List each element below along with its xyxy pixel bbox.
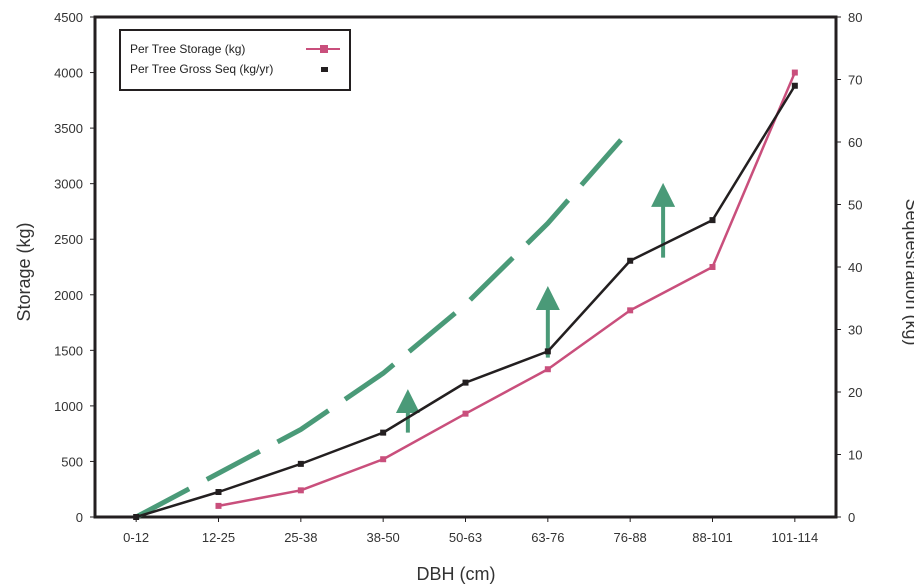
x-axis-title: DBH (cm) [417,564,496,584]
y-axis-title: Storage (kg) [14,222,34,321]
y-tick-label: 1500 [54,343,83,358]
x-tick-label: 63-76 [531,530,564,545]
series-marker-1 [133,514,140,520]
y2-tick-label: 40 [848,260,862,275]
y2-tick-label: 80 [848,10,862,25]
x-tick-label: 50-63 [449,530,482,545]
series-line-0 [218,72,796,508]
y-tick-label: 2500 [54,232,83,247]
legend-swatch-storage-marker [320,45,328,53]
series-marker-0 [462,410,469,417]
legend-label-seq: Per Tree Gross Seq (kg/yr) [130,62,273,76]
series-marker-1 [544,348,551,355]
x-tick-label: 25-38 [284,530,317,545]
series-marker-0 [297,487,304,494]
y2-tick-label: 30 [848,323,862,338]
y2-tick-label: 60 [848,135,862,150]
plot-area-border [93,15,838,519]
legend-box [119,29,351,91]
series-marker-1 [462,379,469,386]
x-axis: 0-12 12-25 25-38 38-50 50-63 63-76 76-88 88-101… [123,517,818,545]
y2-tick-label: 50 [848,198,862,213]
legend-swatch-seq-marker [321,67,328,72]
y-tick-label: 500 [61,454,83,469]
y-tick-label: 3500 [54,121,83,136]
y2-tick-label: 0 [848,510,855,525]
series-marker-1 [791,82,798,89]
series-marker-0 [709,264,716,270]
x-tick-label: 0-12 [123,530,149,545]
y-tick-label: 0 [76,510,83,525]
legend-label-storage: Per Tree Storage (kg) [130,42,245,56]
series-marker-0 [791,69,798,76]
series-marker-0 [544,366,551,373]
x-tick-label: 88-101 [692,530,732,545]
series-marker-0 [627,307,634,314]
y2-tick-label: 20 [848,385,862,400]
x-tick-label: 76-88 [614,530,647,545]
series-layer [133,69,798,520]
y-axis-left: 0 500 1000 1500 2000 2500 3000 3500 4000 4500 [54,10,95,525]
y2-tick-label: 70 [848,73,862,88]
series-marker-1 [709,217,716,224]
series-marker-1 [215,489,222,495]
y-tick-label: 4500 [54,10,83,25]
legend: Per Tree Storage (kg) Per Tree Gross Seq… [119,29,351,91]
y-tick-label: 2000 [54,288,83,303]
x-tick-label: 38-50 [367,530,400,545]
y2-tick-label: 10 [848,448,862,463]
series-marker-1 [380,429,387,436]
series-line-1 [135,85,796,519]
plot-frame [93,15,838,519]
y-axis-right: 0 10 20 30 40 50 60 70 80 [836,10,862,525]
dashed-trend-line [134,127,633,520]
series-marker-1 [627,257,634,264]
series-marker-0 [215,502,222,509]
x-tick-label: 12-25 [202,530,235,545]
y-tick-label: 1000 [54,399,83,414]
series-marker-1 [297,460,304,467]
y2-axis-title: Sequestration (kg) [902,198,914,345]
x-tick-label: 101-114 [771,530,818,545]
dashed-trend-layer [134,127,676,520]
series-marker-0 [380,456,387,463]
y-tick-label: 3000 [54,177,83,192]
y-tick-label: 4000 [54,66,83,81]
